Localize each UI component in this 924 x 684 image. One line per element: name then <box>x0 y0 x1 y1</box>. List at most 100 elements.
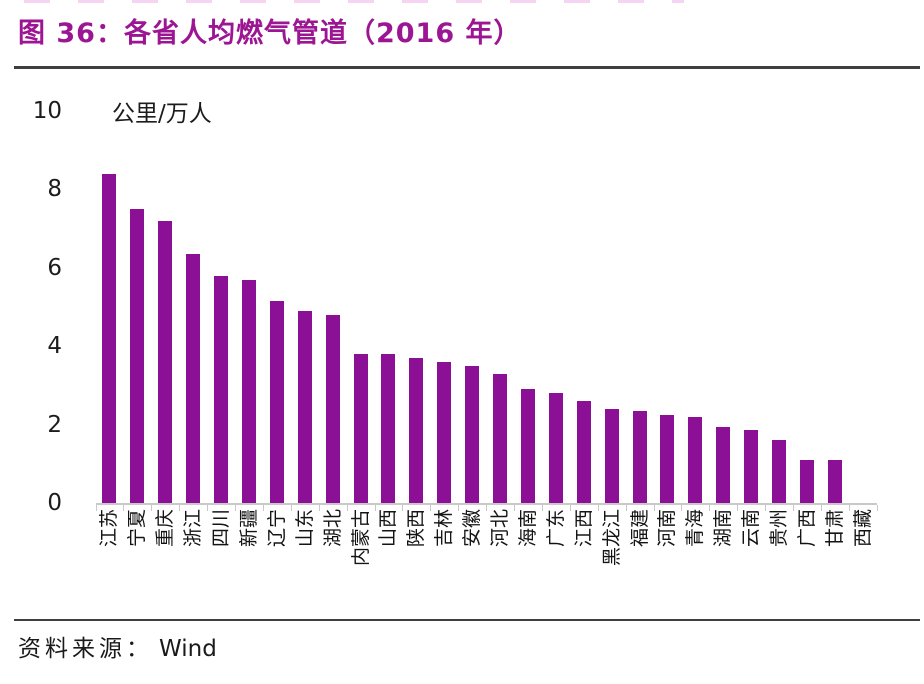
x-axis-tick <box>402 505 404 511</box>
bar <box>716 426 731 503</box>
bar <box>269 301 284 503</box>
y-tick-label: 0 <box>47 490 62 516</box>
x-tick-label: 安徽 <box>461 509 484 548</box>
x-tick-label: 甘肃 <box>823 509 846 548</box>
y-tick-label: 2 <box>47 411 62 438</box>
bar <box>604 408 619 503</box>
bar <box>548 393 563 503</box>
x-axis-tick <box>430 505 432 511</box>
x-axis-tick <box>235 505 236 511</box>
x-tick-label: 浙江 <box>182 509 205 548</box>
bar <box>130 209 145 503</box>
x-tick-label: 江西 <box>572 509 595 548</box>
bar <box>241 279 256 503</box>
x-axis-tick <box>625 505 627 511</box>
x-axis-tick <box>820 505 822 511</box>
bar <box>465 365 480 503</box>
y-tick-label: 6 <box>47 254 62 281</box>
x-axis-tick <box>514 505 515 511</box>
x-tick-label: 吉林 <box>433 509 456 548</box>
x-axis-tick <box>653 505 655 511</box>
bar <box>409 357 424 503</box>
x-tick-label: 湖南 <box>712 509 735 548</box>
x-tick-label: 江苏 <box>98 509 121 548</box>
x-tick-label: 新疆 <box>237 509 260 548</box>
bar <box>744 430 759 503</box>
bar <box>437 361 452 503</box>
source-label: 资料来源： <box>18 636 153 662</box>
source-line: 资料来源： Wind <box>18 629 217 663</box>
x-axis-tick <box>876 505 878 511</box>
bar <box>576 401 591 503</box>
x-tick-label: 陕西 <box>405 509 428 548</box>
x-tick-label: 云南 <box>740 509 763 548</box>
y-tick-label: 10 <box>32 98 62 124</box>
bar <box>381 354 396 503</box>
x-axis-tick <box>848 505 850 511</box>
x-axis-tick <box>569 505 571 511</box>
y-axis-unit-label: 公里/万人 <box>112 101 212 127</box>
x-axis-tick <box>374 505 376 511</box>
x-axis-tick <box>709 505 711 511</box>
x-axis-tick <box>458 505 460 511</box>
x-tick-label: 河南 <box>656 509 679 548</box>
x-tick-label: 海南 <box>516 509 539 548</box>
x-axis-tick <box>123 505 125 511</box>
x-axis-tick <box>541 505 543 511</box>
x-tick-label: 青海 <box>684 509 707 548</box>
title-divider <box>14 66 920 69</box>
x-tick-label: 河北 <box>489 509 512 548</box>
x-axis-tick <box>207 505 209 511</box>
bar <box>827 459 842 503</box>
x-axis-tick <box>179 505 181 511</box>
x-axis-tick <box>486 505 488 511</box>
x-tick-label: 贵州 <box>768 509 791 548</box>
x-tick-label: 重庆 <box>154 509 177 548</box>
y-tick-label: 4 <box>47 333 62 360</box>
bar <box>102 173 117 503</box>
bar <box>799 459 814 503</box>
x-tick-label: 宁夏 <box>126 509 149 548</box>
y-tick-label: 8 <box>47 176 62 203</box>
x-axis-tick <box>290 505 292 511</box>
x-tick-label: 湖北 <box>321 509 344 548</box>
footer-divider <box>14 619 920 621</box>
bar <box>772 440 787 503</box>
bar <box>214 275 229 503</box>
figure-title: 图 36：各省人均燃气管道（2016 年） <box>18 18 522 49</box>
x-axis-tick <box>262 505 264 511</box>
x-axis-line <box>95 503 877 505</box>
x-tick-label: 广东 <box>544 509 567 548</box>
x-axis-tick <box>597 505 599 511</box>
bar <box>660 414 675 503</box>
x-axis-tick <box>346 505 348 511</box>
x-axis-tick <box>793 505 794 511</box>
x-axis-tick <box>151 505 153 511</box>
x-tick-label: 辽宁 <box>265 509 288 548</box>
source-value: Wind <box>159 636 217 662</box>
x-tick-label: 广西 <box>795 509 818 548</box>
bar <box>158 220 173 503</box>
bar <box>353 354 368 503</box>
x-axis-tick <box>95 505 97 511</box>
x-axis-tick <box>765 505 767 511</box>
cropped-text-artifact <box>24 0 684 3</box>
x-tick-label: 福建 <box>628 509 651 548</box>
x-axis-tick <box>681 505 683 511</box>
bar <box>632 410 647 503</box>
bar <box>186 254 201 503</box>
x-tick-label: 四川 <box>210 509 233 548</box>
x-tick-label: 黑龙江 <box>600 509 623 567</box>
bar <box>688 416 703 503</box>
bar <box>325 314 340 503</box>
x-axis-tick <box>318 505 320 511</box>
x-tick-label: 山西 <box>377 509 400 548</box>
bar <box>297 310 312 503</box>
bar <box>520 389 535 503</box>
x-axis-tick <box>737 505 739 511</box>
x-tick-label: 内蒙古 <box>349 509 372 567</box>
x-tick-label: 西藏 <box>851 509 874 548</box>
bar <box>493 373 508 503</box>
x-tick-label: 山东 <box>293 509 316 548</box>
